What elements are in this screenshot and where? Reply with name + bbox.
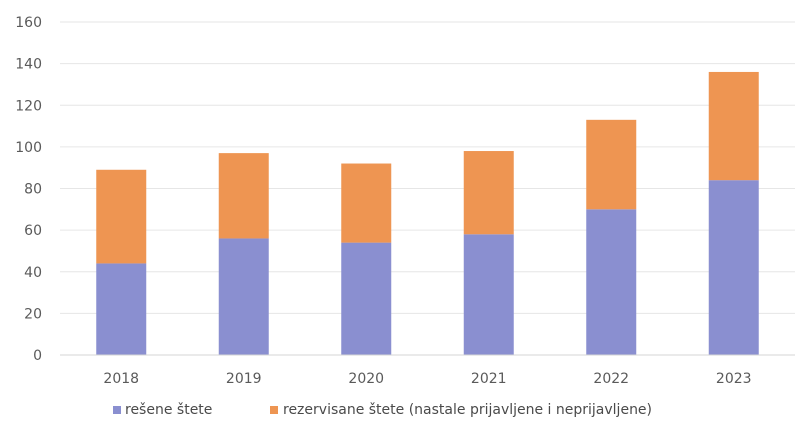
y-tick-label-160: 160 — [15, 15, 42, 31]
y-tick-label-40: 40 — [24, 265, 42, 281]
x-tick-label-2022: 2022 — [593, 371, 629, 387]
legend-label-series-2: rezervisane štete (nastale prijavljene i… — [283, 402, 652, 418]
y-tick-label-80: 80 — [24, 182, 42, 198]
x-tick-label-2023: 2023 — [716, 371, 752, 387]
legend-label-series-1: rešene štete — [125, 402, 212, 418]
x-axis-tick-labels: 2018 2019 2020 2021 2022 2023 — [103, 371, 751, 387]
bar-2022-series-1 — [586, 209, 637, 355]
bar-2023-series-2 — [708, 71, 759, 181]
bar-2018-series-2 — [96, 169, 147, 264]
y-tick-label-60: 60 — [24, 223, 42, 239]
x-tick-label-2021: 2021 — [471, 371, 507, 387]
bar-2020-series-1 — [341, 242, 392, 355]
bar-2021-series-1 — [463, 234, 514, 355]
legend-swatch-series-1 — [113, 406, 121, 414]
legend: rešene štete rezervisane štete (nastale … — [113, 402, 652, 418]
bars — [96, 71, 759, 355]
x-tick-label-2020: 2020 — [348, 371, 384, 387]
y-tick-label-120: 120 — [15, 98, 42, 114]
y-tick-label-0: 0 — [33, 348, 42, 364]
x-tick-label-2019: 2019 — [226, 371, 262, 387]
bar-2019-series-1 — [218, 238, 269, 355]
y-tick-label-140: 140 — [15, 57, 42, 73]
x-tick-label-2018: 2018 — [103, 371, 139, 387]
bar-2021-series-2 — [463, 151, 514, 235]
bar-2023-series-1 — [708, 180, 759, 355]
bar-2018-series-1 — [96, 263, 147, 355]
y-tick-label-20: 20 — [24, 306, 42, 322]
y-axis-tick-labels: 0 20 40 60 80 100 120 140 160 — [15, 15, 42, 364]
legend-swatch-series-2 — [270, 406, 278, 414]
bar-2019-series-2 — [218, 153, 269, 239]
bar-2022-series-2 — [586, 119, 637, 210]
bar-2020-series-2 — [341, 163, 392, 243]
y-tick-label-100: 100 — [15, 140, 42, 156]
gridlines — [60, 21, 795, 314]
